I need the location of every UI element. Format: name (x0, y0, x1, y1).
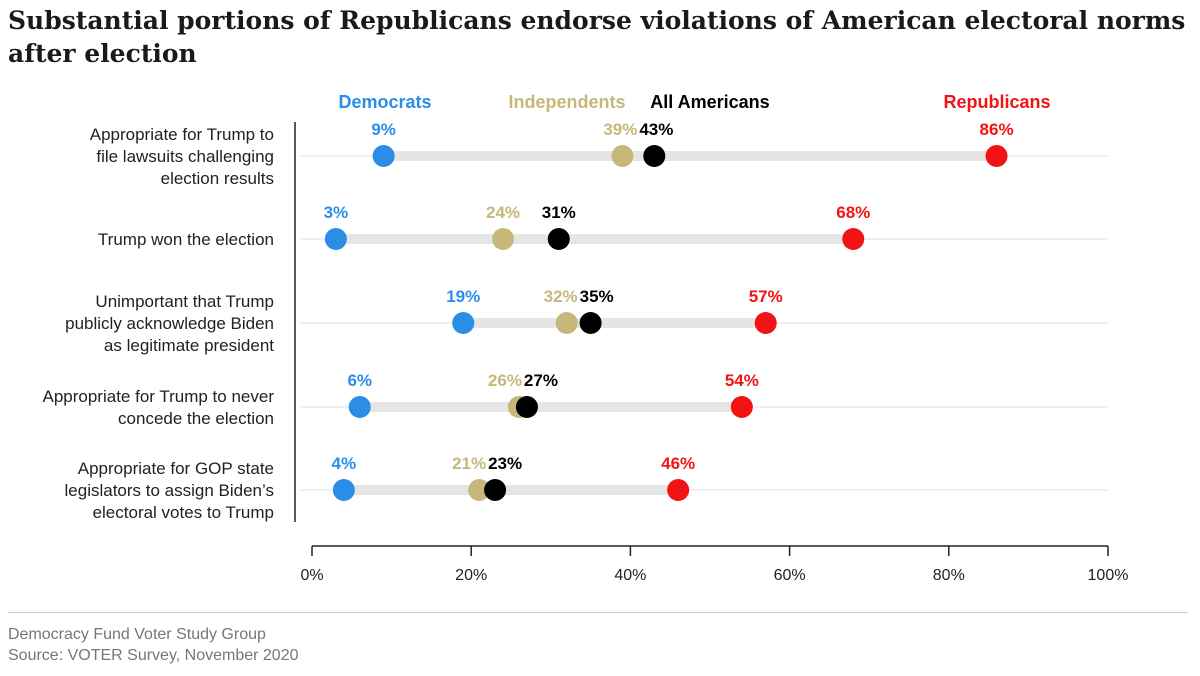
dot-republicans (667, 479, 690, 501)
legend: Democrats Independents All Americans Republ… (338, 92, 1050, 112)
range-bar (343, 485, 679, 495)
data-label-independents: 26% (488, 371, 522, 390)
dot-all-americans (484, 479, 507, 501)
dot-all-americans (643, 145, 666, 167)
footer-source: Source: VOTER Survey, November 2020 (8, 647, 299, 664)
footer-org: Democracy Fund Voter Study Group (8, 626, 266, 643)
dot-republicans (842, 228, 865, 250)
data-label-all-americans: 35% (580, 287, 614, 306)
x-tick-label: 20% (455, 567, 487, 584)
dot-independents (468, 479, 491, 501)
category-label-line: as legitimate president (104, 336, 274, 355)
range-bar (335, 234, 854, 244)
data-label-republicans: 54% (725, 371, 759, 390)
category-label-line: electoral votes to Trump (93, 503, 274, 522)
category-label-line: Appropriate for Trump to (90, 125, 274, 144)
legend-item-independents: Independents (508, 92, 625, 112)
data-rows: 9% 39% 43% 86%3% 24% 31% 68%19% 32% 35% 57%6% 26% 2… (324, 120, 1014, 501)
dot-democrats (372, 145, 395, 167)
data-label-democrats: 9% (371, 120, 396, 139)
category-label-line: publicly acknowledge Biden (65, 314, 274, 333)
data-label-republicans: 68% (836, 203, 870, 222)
dot-independents (555, 312, 578, 334)
data-label-independents: 24% (486, 203, 520, 222)
data-label-democrats: 19% (446, 287, 480, 306)
data-label-independents: 21% (452, 454, 486, 473)
category-label-line: Appropriate for GOP state (78, 459, 274, 478)
dot-independents (492, 228, 515, 250)
range-bar (359, 402, 742, 412)
x-axis: 0% 20% 40% 60% 80% 100% (300, 545, 1129, 584)
category-label-line: election results (161, 169, 274, 188)
category-labels: Appropriate for Trump to file lawsuits ch… (42, 125, 274, 522)
footer-divider (8, 612, 1188, 613)
footer: Democracy Fund Voter Study Group Source:… (8, 624, 299, 666)
data-label-independents: 39% (603, 120, 637, 139)
chart-title: Substantial portions of Republicans endo… (8, 6, 1186, 68)
category-label-line: legislators to assign Biden’s (65, 481, 274, 500)
dot-republicans (985, 145, 1008, 167)
dot-republicans (730, 396, 753, 418)
x-tick-label: 0% (300, 567, 323, 584)
data-label-all-americans: 27% (524, 371, 558, 390)
dot-all-americans (547, 228, 570, 250)
x-tick-label: 100% (1088, 567, 1129, 584)
dot-all-americans (579, 312, 602, 334)
legend-item-all-americans: All Americans (650, 92, 769, 112)
data-label-all-americans: 31% (542, 203, 576, 222)
data-label-democrats: 4% (332, 454, 357, 473)
dot-democrats (324, 228, 347, 250)
range-bar (383, 151, 997, 161)
data-label-republicans: 46% (661, 454, 695, 473)
legend-item-republicans: Republicans (943, 92, 1050, 112)
range-bar (463, 318, 766, 328)
category-label-line: concede the election (118, 409, 274, 428)
category-label-line: Trump won the election (98, 230, 274, 249)
category-label-line: file lawsuits challenging (96, 147, 274, 166)
dot-all-americans (515, 396, 538, 418)
dot-democrats (332, 479, 355, 501)
x-tick-label: 40% (614, 567, 646, 584)
data-label-independents: 32% (544, 287, 578, 306)
x-tick-label: 60% (774, 567, 806, 584)
dot-independents (611, 145, 634, 167)
category-label-line: Appropriate for Trump to never (42, 387, 274, 406)
legend-item-democrats: Democrats (338, 92, 431, 112)
data-label-democrats: 3% (324, 203, 349, 222)
data-label-republicans: 57% (749, 287, 783, 306)
dot-republicans (754, 312, 777, 334)
category-label-line: Unimportant that Trump (95, 292, 274, 311)
data-label-all-americans: 43% (639, 120, 673, 139)
x-tick-label: 80% (933, 567, 965, 584)
dot-democrats (452, 312, 475, 334)
dot-democrats (348, 396, 371, 418)
data-label-democrats: 6% (347, 371, 372, 390)
data-label-republicans: 86% (980, 120, 1014, 139)
data-label-all-americans: 23% (488, 454, 522, 473)
